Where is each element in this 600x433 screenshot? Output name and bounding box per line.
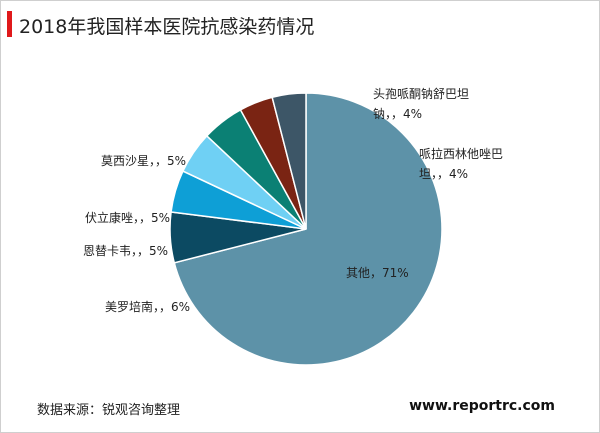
slice-label: 莫西沙星，，5% [101, 151, 201, 171]
category-name: 哌拉西林他唑巴坦 [419, 147, 504, 181]
category-name: 恩替卡韦 [83, 244, 132, 258]
value-label: ，，5% [133, 211, 171, 225]
category-name: 莫西沙星 [101, 154, 150, 168]
category-name: 伏立康唑 [85, 211, 134, 225]
slice-label: 哌拉西林他唑巴坦，，4% [419, 144, 515, 184]
slice-label: 其他，71% [346, 263, 446, 283]
value-label: ，，4% [385, 107, 423, 121]
value-label: ，，5% [131, 244, 169, 258]
source: 数据来源：锐观咨询整理 [37, 403, 181, 418]
value-label: ，71% [370, 266, 409, 280]
slice-label: 恩替卡韦，，5% [83, 241, 183, 261]
chart-title: 2018年我国样本医院抗感染药情况 [19, 16, 315, 38]
category-name: 头孢哌酮钠舒巴坦钠 [373, 87, 470, 121]
value-label: ，，5% [149, 154, 187, 168]
website: www.reportrc.com [409, 398, 555, 414]
slice-label: 美罗培南，，6% [105, 297, 205, 317]
slice-label: 伏立康唑，，5% [85, 208, 185, 228]
title-bar [7, 11, 12, 37]
pie-slice [271, 92, 307, 230]
category-name: 其他 [346, 266, 371, 280]
slice-label: 头孢哌酮钠舒巴坦钠，，4% [373, 84, 493, 124]
value-label: ，，4% [431, 167, 469, 181]
pie-slice [173, 92, 443, 366]
category-name: 美罗培南 [105, 300, 154, 314]
value-label: ，，6% [153, 300, 191, 314]
